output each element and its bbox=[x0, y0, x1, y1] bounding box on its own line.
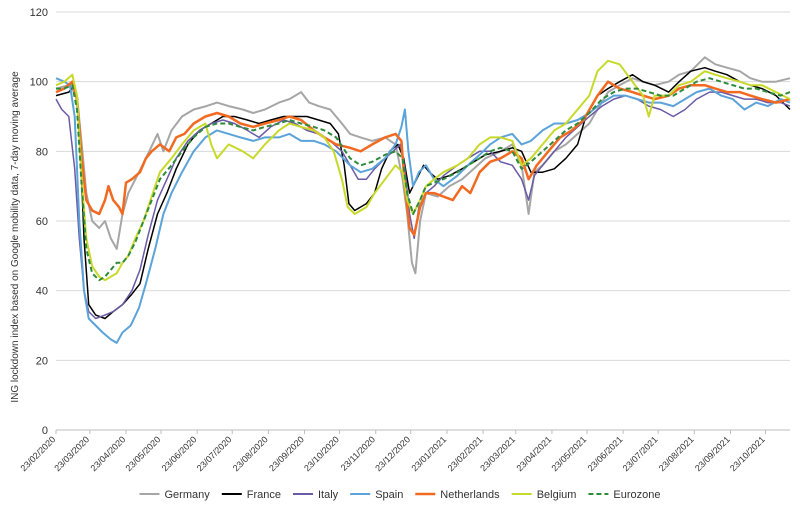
legend-item-italy: Italy bbox=[293, 489, 339, 501]
legend-label: Eurozone bbox=[613, 489, 660, 501]
x-tick-label: 23/12/2020 bbox=[373, 434, 412, 473]
x-tick-label: 23/09/2020 bbox=[267, 434, 306, 473]
x-tick-label: 23/03/2021 bbox=[478, 434, 517, 473]
x-tick-label: 23/04/2020 bbox=[89, 434, 128, 473]
legend-label: Germany bbox=[165, 489, 211, 501]
y-axis-label: ING lockdown index based on Google mobil… bbox=[10, 71, 21, 403]
legend-label: France bbox=[247, 489, 281, 501]
x-tick-label: 23/06/2021 bbox=[586, 434, 625, 473]
legend-label: Netherlands bbox=[440, 489, 500, 501]
y-tick-label: 80 bbox=[36, 146, 48, 158]
x-tick-label: 23/07/2021 bbox=[621, 434, 660, 473]
legend-item-netherlands: Netherlands bbox=[415, 489, 500, 501]
x-tick-label: 23/10/2020 bbox=[302, 434, 341, 473]
legend-item-germany: Germany bbox=[139, 489, 211, 501]
series-lines bbox=[55, 56, 791, 344]
y-tick-label: 120 bbox=[30, 7, 48, 19]
legend-item-spain: Spain bbox=[350, 489, 403, 501]
y-tick-label: 60 bbox=[36, 216, 48, 228]
legend: Germany France Italy Spain Netherlands Belgiu… bbox=[139, 489, 660, 501]
y-tick-label: 40 bbox=[36, 286, 48, 298]
legend-item-belgium: Belgium bbox=[511, 489, 577, 501]
legend-item-france: France bbox=[221, 489, 281, 501]
x-tick-label: 23/02/2020 bbox=[18, 434, 57, 473]
y-tick-label: 100 bbox=[30, 77, 48, 89]
x-axis: 23/02/202023/03/202023/04/202023/05/2020… bbox=[18, 430, 767, 473]
x-tick-label: 23/01/2021 bbox=[409, 434, 448, 473]
x-tick-label: 23/05/2021 bbox=[549, 434, 588, 473]
x-tick-label: 23/06/2020 bbox=[160, 434, 199, 473]
series-line-netherlands bbox=[55, 80, 791, 237]
y-tick-label: 0 bbox=[42, 425, 48, 437]
x-tick-label: 23/07/2020 bbox=[195, 434, 234, 473]
x-tick-label: 23/11/2020 bbox=[339, 434, 377, 472]
gridlines bbox=[56, 11, 790, 431]
x-tick-label: 23/10/2021 bbox=[728, 434, 767, 473]
legend-label: Belgium bbox=[537, 489, 577, 501]
legend-label: Spain bbox=[375, 489, 403, 501]
x-tick-label: 23/09/2021 bbox=[693, 434, 732, 473]
legend-item-eurozone: Eurozone bbox=[588, 489, 660, 501]
y-tick-label: 20 bbox=[36, 355, 48, 367]
series-line-belgium bbox=[55, 59, 791, 282]
legend-label: Italy bbox=[318, 489, 339, 501]
x-tick-label: 23/04/2021 bbox=[514, 434, 553, 473]
y-axis-ticks: 0 20 40 60 80 100 120 bbox=[30, 7, 48, 437]
x-tick-label: 23/03/2020 bbox=[52, 434, 91, 473]
x-tick-label: 23/08/2020 bbox=[231, 434, 270, 473]
x-tick-label: 23/05/2020 bbox=[124, 434, 163, 473]
x-tick-label: 23/08/2021 bbox=[657, 434, 696, 473]
series-line-eurozone bbox=[56, 77, 791, 282]
